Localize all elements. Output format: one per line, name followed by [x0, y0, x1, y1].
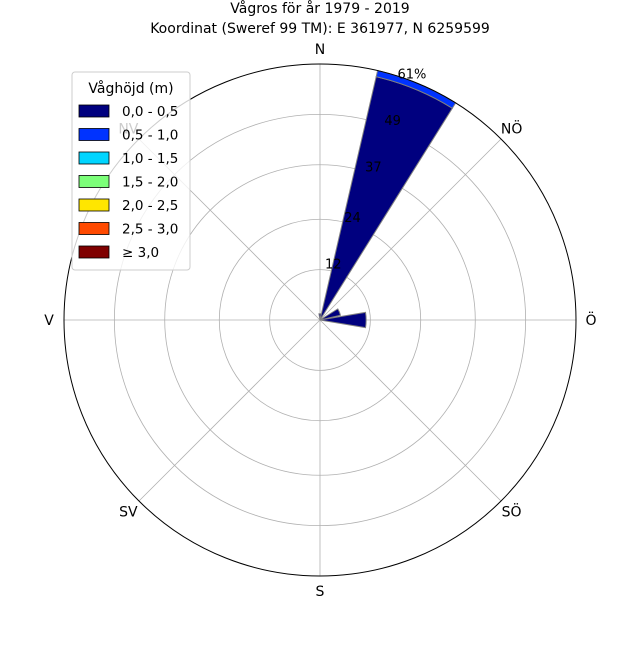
legend-label: 0,0 - 0,5 — [122, 104, 178, 120]
legend-frame — [71, 71, 191, 271]
direction-label: NÖ — [501, 119, 523, 137]
legend-swatch — [78, 222, 110, 235]
rose-bar-ÖNÖ-0 — [319, 308, 342, 321]
radial-tick-label: 61% — [398, 67, 427, 82]
radial-tick-label: 24 — [344, 211, 361, 226]
radial-tick-label: 37 — [365, 161, 382, 176]
legend-items: 0,0 - 0,5 0,5 - 1,0 1,0 - 1,5 1,5 - 2,0 2,0 … — [78, 104, 178, 261]
legend-label: 1,0 - 1,5 — [122, 151, 178, 167]
outer-ring — [63, 63, 577, 577]
direction-label: SV — [119, 505, 138, 521]
radial-tick-label: 49 — [384, 114, 401, 129]
legend-swatch — [78, 104, 110, 118]
legend-label: 2,0 - 2,5 — [122, 198, 178, 214]
legend: Våghöjd (m) 0,0 - 0,5 0,5 - 1,0 1,0 - 1,5 1… — [71, 71, 191, 271]
legend-label: ≥ 3,0 — [122, 245, 159, 261]
radial-tick-label: 12 — [325, 257, 342, 272]
direction-label: S — [316, 584, 325, 600]
direction-label: Ö — [585, 311, 596, 329]
legend-swatch — [78, 151, 110, 165]
grid-spoke — [319, 319, 502, 502]
legend-swatch — [78, 128, 110, 141]
rose-bar-Ö-0 — [319, 311, 367, 329]
polar-grid — [64, 64, 576, 576]
legend-title: Våghöjd (m) — [88, 80, 173, 97]
legend-label: 1,5 - 2,0 — [122, 175, 178, 191]
chart-title: Vågros för år 1979 - 2019 — [230, 0, 409, 17]
legend-label: 0,5 - 1,0 — [122, 128, 178, 144]
chart-subtitle: Koordinat (Sweref 99 TM): E 361977, N 62… — [150, 21, 490, 37]
rose-bars — [318, 69, 457, 329]
legend-swatch — [78, 245, 110, 259]
legend-label: 2,5 - 3,0 — [122, 222, 178, 238]
direction-label: V — [44, 313, 54, 329]
grid-spoke — [138, 319, 321, 502]
legend-swatch — [78, 175, 110, 188]
direction-label: N — [315, 42, 325, 58]
legend-swatch — [78, 198, 110, 212]
direction-label: SÖ — [502, 503, 522, 521]
grid-spoke — [319, 138, 502, 321]
